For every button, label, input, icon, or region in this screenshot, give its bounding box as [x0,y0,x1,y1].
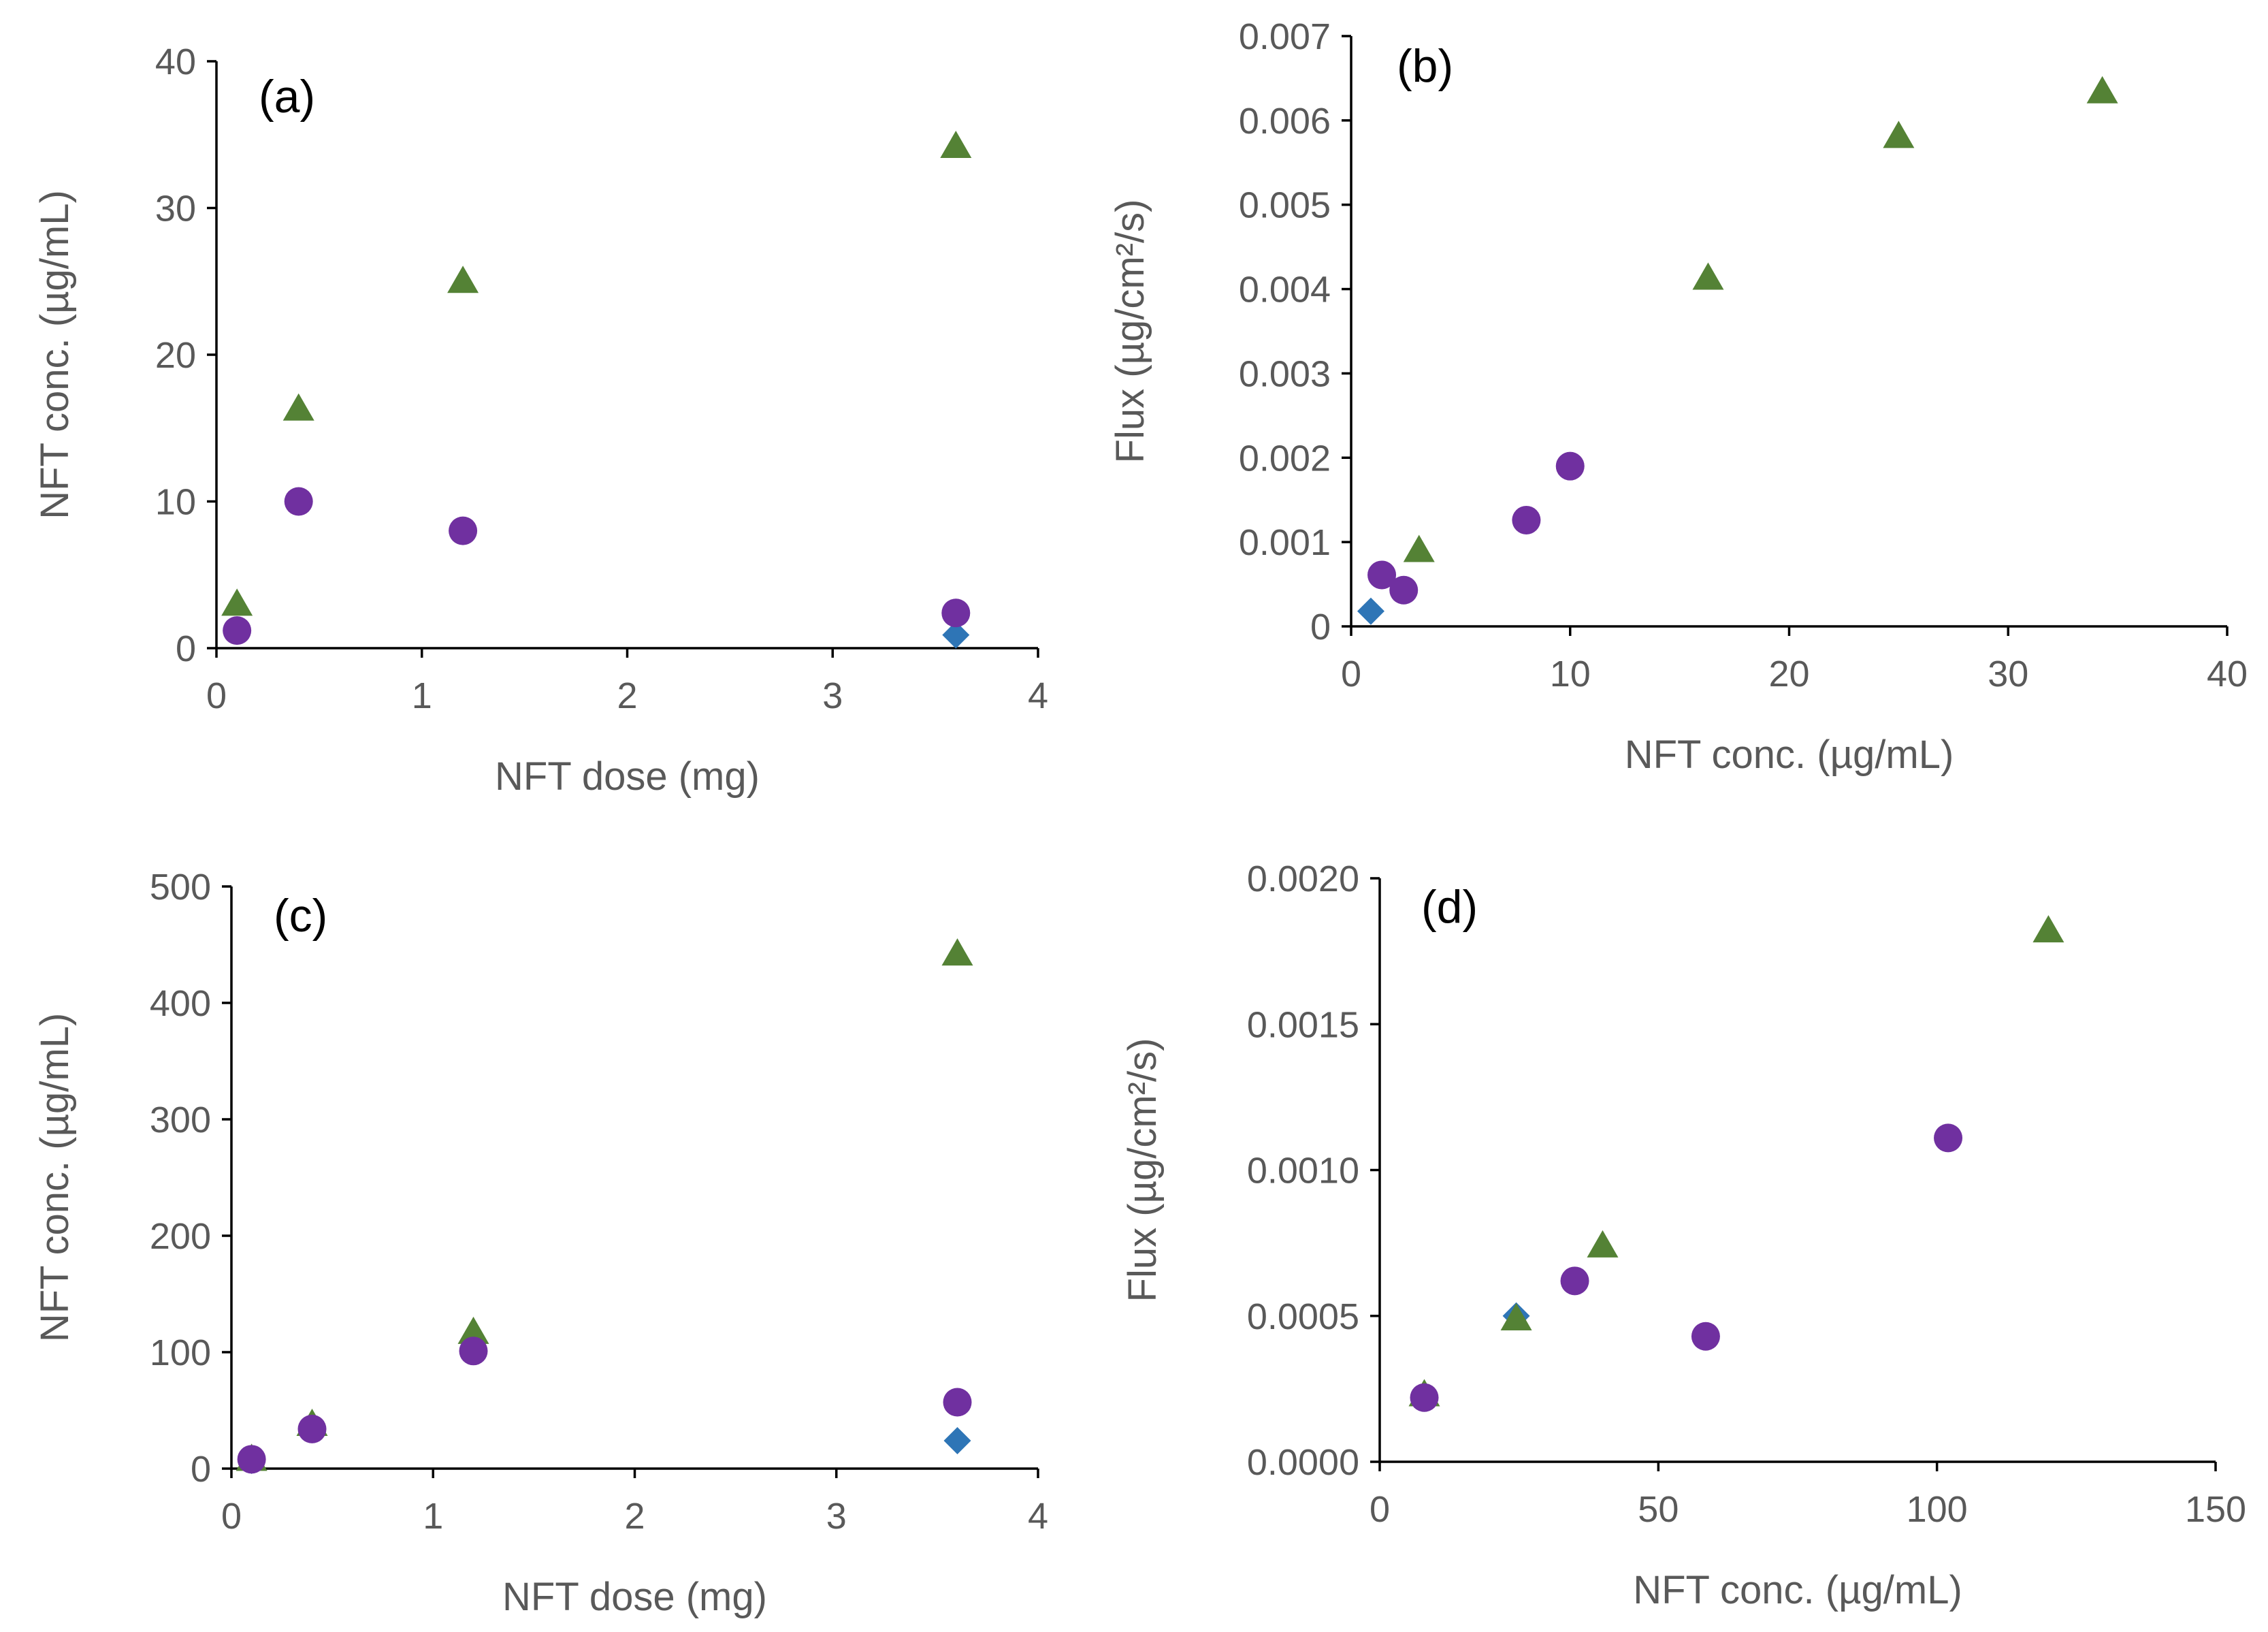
data-point-circle [1934,1123,1963,1153]
data-point-triangle [457,1316,489,1344]
y-axis-title: NFT conc. (µg/mL) [33,1013,77,1343]
x-tick-label: 4 [1028,1496,1048,1537]
y-tick-label: 400 [150,983,211,1024]
data-point-triangle [1587,1230,1619,1258]
y-tick-label: 0 [1310,607,1331,647]
y-tick-label: 0.0015 [1247,1004,1359,1045]
x-tick-label: 4 [1028,675,1048,716]
y-axis-title: Flux (µg/cm²/s) [1120,1038,1165,1302]
data-point-circle [449,516,478,545]
y-tick-label: 0.001 [1239,522,1331,563]
y-tick-label: 0.005 [1239,185,1331,226]
x-tick-label: 150 [2185,1489,2246,1530]
data-point-triangle [282,393,314,421]
x-tick-label: 3 [826,1496,847,1537]
y-tick-label: 100 [150,1332,211,1373]
x-tick-label: 0 [206,675,227,716]
data-point-diamond [943,1426,971,1454]
x-tick-label: 1 [412,675,432,716]
chart-panel-c: 0 100 200 300 400 500 0 1 2 3 4 NFT dose (mg) NFT co… [33,867,1048,1619]
x-axis-title: NFT conc. (µg/mL) [1625,733,1954,777]
x-tick-label: 2 [617,675,637,716]
x-tick-label: 1 [423,1496,443,1537]
x-axis-title: NFT conc. (µg/mL) [1633,1568,1962,1612]
data-point-triangle [2086,76,2118,103]
y-tick-label: 40 [155,42,196,82]
chart-panel-a: 0 10 20 30 40 0 1 2 3 4 NFT dose (mg) NFT conc. (µg… [33,42,1048,799]
data-point-circle [1410,1383,1439,1412]
y-tick-label: 0 [176,628,196,669]
y-tick-label: 0 [191,1449,211,1490]
data-point-triangle [1500,1303,1532,1331]
data-point-triangle [941,938,973,966]
x-tick-label: 30 [1988,654,2028,694]
x-tick-label: 20 [1768,654,1809,694]
panel-label: (c) [274,890,327,942]
panel-label: (b) [1397,40,1453,92]
data-point-circle [223,616,252,645]
panel-label: (a) [259,71,315,123]
y-tick-label: 0.0000 [1247,1442,1359,1483]
data-point-triangle [1403,534,1435,562]
data-point-circle [459,1337,488,1366]
data-point-circle [1512,505,1541,534]
x-tick-label: 40 [2207,654,2248,694]
y-tick-label: 500 [150,867,211,908]
y-tick-label: 300 [150,1100,211,1140]
data-point-circle [1367,560,1397,590]
data-point-circle [297,1414,327,1443]
data-point-circle [1389,575,1419,605]
y-tick-label: 0.0010 [1247,1151,1359,1191]
data-point-triangle [940,130,972,158]
x-tick-label: 100 [1907,1489,1968,1530]
data-point-circle [1555,451,1585,481]
x-axis-title: NFT dose (mg) [502,1575,767,1619]
data-point-triangle [1883,121,1915,148]
y-tick-label: 0.003 [1239,353,1331,394]
data-point-diamond [942,621,970,649]
x-tick-label: 3 [822,675,843,716]
y-tick-label: 0.006 [1239,101,1331,142]
x-tick-label: 10 [1550,654,1591,694]
data-point-circle [284,487,313,516]
data-point-diamond [1357,597,1384,625]
x-tick-label: 2 [624,1496,645,1537]
y-tick-label: 0.002 [1239,438,1331,479]
chart-panel-b: 0 0.001 0.002 0.003 0.004 0.005 0.006 0.007 0 10 2… [1108,16,2248,777]
x-axis-title: NFT dose (mg) [495,754,760,799]
data-point-circle [943,1388,972,1417]
x-tick-label: 50 [1638,1489,1679,1530]
y-tick-label: 20 [155,335,196,376]
y-tick-label: 0.007 [1239,16,1331,57]
y-tick-label: 200 [150,1216,211,1257]
data-point-circle [941,598,971,628]
data-point-triangle [221,588,253,616]
data-point-circle [237,1445,266,1474]
chart-panel-d: 0.0000 0.0005 0.0010 0.0015 0.0020 0 50 100 150 N… [1120,859,2246,1612]
x-tick-label: 0 [1370,1489,1390,1530]
data-point-triangle [2032,915,2064,943]
y-tick-label: 10 [155,482,196,523]
y-axis-title: Flux (µg/cm²/s) [1108,199,1152,464]
data-point-triangle [447,266,479,293]
x-tick-label: 0 [1341,654,1361,694]
panel-label: (d) [1421,881,1478,933]
y-tick-label: 0.0005 [1247,1296,1359,1337]
x-tick-label: 0 [221,1496,242,1537]
data-point-circle [1560,1266,1589,1296]
y-tick-label: 0.0020 [1247,859,1359,899]
y-tick-label: 30 [155,189,196,229]
y-axis-title: NFT conc. (µg/mL) [33,190,77,519]
data-point-triangle [1692,262,1724,290]
y-tick-label: 0.004 [1239,270,1331,310]
data-point-circle [1691,1322,1720,1351]
